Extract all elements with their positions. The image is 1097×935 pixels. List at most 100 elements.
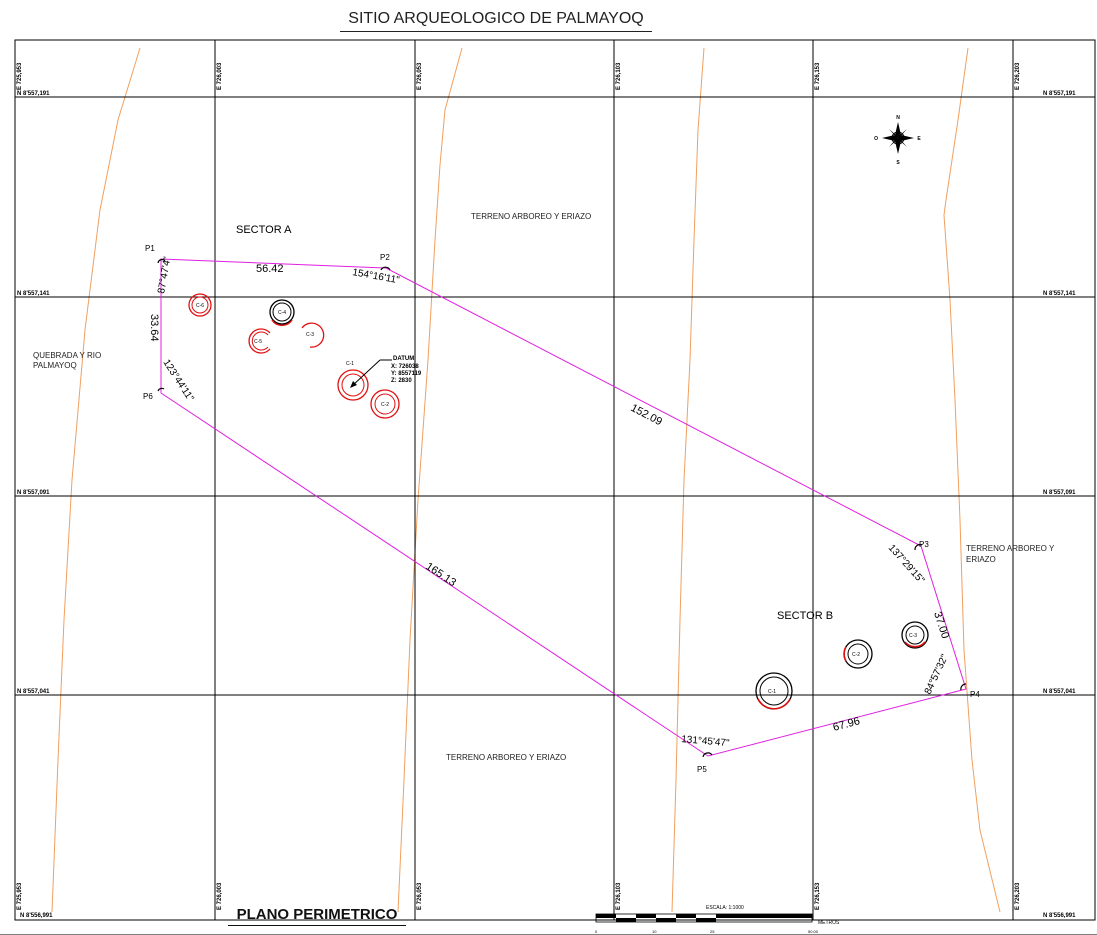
circle-marker-c3: C-3 (301, 322, 325, 348)
northing-label: N 8'557,041 (17, 689, 50, 695)
datum-leader (351, 359, 381, 387)
easting-label: E 725,953 (17, 882, 23, 910)
sector-a-circles: C-6 C-4 C-5 C-3 C-1 C-2 (188, 293, 400, 419)
sector-labels: SECTOR A SECTOR B (236, 224, 833, 622)
datum-z: Z: 2830 (391, 378, 412, 384)
map-frame (14, 39, 1096, 921)
circle-label: C-3 (306, 332, 314, 338)
easting-label: E 726,103 (616, 62, 622, 90)
contour-line (397, 47, 463, 913)
terreno-right-label-line1: TERRENO ARBOREO Y (966, 544, 1055, 553)
vertex-label-p2: P2 (380, 253, 390, 262)
easting-label: E 726,053 (417, 882, 423, 910)
vertex-marker (380, 266, 391, 271)
easting-labels-top: E 725,953 E 726,003 E 726,053 E 726,103 … (17, 62, 1021, 90)
terreno-top-label: TERRENO ARBOREO Y ERIAZO (471, 212, 591, 221)
circle-label: C-3 (909, 633, 917, 639)
vertex-label-p3: P3 (919, 540, 929, 549)
contour-line (943, 47, 1001, 913)
circle-marker-b-c3: C-3 (901, 621, 929, 649)
angle-p6: 123°44'11" (160, 358, 195, 404)
angle-p2: 154°16'11" (351, 267, 400, 286)
vertex-marker (702, 752, 713, 758)
circle-label: C-1 (346, 361, 354, 367)
easting-labels-bottom: E 725,953 E 726,003 E 726,053 E 726,103 … (17, 882, 1021, 910)
compass-n: N (896, 115, 900, 121)
quebrada-label-line2: PALMAYOQ (33, 361, 77, 370)
compass-o: O (874, 136, 878, 142)
northing-label: N 8'557,191 (17, 91, 50, 97)
vertex-label-p5: P5 (697, 765, 707, 774)
northing-label: N 8'557,141 (17, 291, 50, 297)
distance-p2-p3: 152.09 (629, 402, 664, 428)
datum-marker: DATUM X: 726038 Y: 8557119 Z: 2830 (350, 356, 422, 388)
northing-label: N 8'557,191 (1043, 91, 1076, 97)
easting-label: E 726,003 (217, 62, 223, 90)
circle-label: C-5 (254, 339, 262, 345)
terreno-right-label-line2: ERIAZO (966, 555, 996, 564)
scale-tick: 0 (595, 929, 598, 934)
plano-title: PLANO PERIMETRICO (228, 906, 406, 926)
distance-p5-p6: 165.13 (423, 560, 458, 589)
contour-lines (51, 47, 1001, 913)
sector-b-label: SECTOR B (777, 610, 833, 622)
northing-label: N 8'557,091 (1043, 490, 1076, 496)
compass-rose-icon: N S E O (874, 115, 921, 166)
circle-label: C-2 (852, 652, 860, 658)
quebrada-label-line1: QUEBRADA Y RIO (33, 351, 101, 360)
northing-labels: N 8'557,191 N 8'557,191 N 8'557,141 N 8'… (17, 91, 1076, 919)
terreno-bottom-label: TERRENO ARBOREO Y ERIAZO (446, 753, 566, 762)
circle-label: C-2 (381, 402, 389, 408)
circle-marker-c2: C-2 (370, 389, 400, 419)
compass-e: E (917, 136, 921, 142)
scale-tick: 25 (710, 929, 715, 934)
vertex-label-p4: P4 (970, 690, 980, 699)
compass-s: S (896, 160, 900, 166)
scale-tick: 50.00 (808, 929, 819, 934)
datum-x: X: 726038 (391, 364, 419, 370)
northing-label: N 8'557,041 (1043, 689, 1076, 695)
easting-label: E 726,203 (1015, 62, 1021, 90)
circle-marker-c5: C-5 (248, 328, 271, 354)
datum-label: DATUM (393, 356, 414, 362)
area-labels: TERRENO ARBOREO Y ERIAZO TERRENO ARBOREO… (33, 212, 1055, 762)
vertex-marker (914, 543, 923, 551)
circle-marker-c4: C-4 (269, 299, 295, 327)
easting-label: E 726,153 (815, 882, 821, 910)
vertex-labels: P1 P2 P3 P4 P5 P6 (143, 244, 980, 774)
easting-label: E 725,953 (17, 62, 23, 90)
easting-label: E 726,053 (417, 62, 423, 90)
vertex-marker (157, 259, 166, 264)
coordinate-grid (15, 40, 1095, 920)
vertex-marker (157, 387, 165, 392)
circle-label: C-6 (196, 303, 204, 309)
easting-label: E 726,103 (616, 882, 622, 910)
vertex-marker (960, 683, 967, 691)
angle-p5: 131°45'47" (681, 734, 731, 749)
distance-p1-p2: 56.42 (256, 263, 284, 275)
scale-units: METROS (818, 920, 840, 926)
circle-marker-c6: C-6 (188, 293, 212, 317)
northing-label: N 8'556,991 (20, 913, 53, 919)
contour-line (671, 47, 705, 913)
easting-label: E 726,153 (815, 62, 821, 90)
vertex-angles: 87°47'4" 154°16'11" 137°29'15" 84°57'32"… (156, 255, 951, 749)
scale-label: ESCALA: 1:1000 (706, 905, 744, 911)
circle-marker-b-c1: C-1 (755, 672, 793, 710)
easting-label: E 726,203 (1015, 882, 1021, 910)
angle-p3: 137°29'15" (886, 543, 927, 587)
distance-p6-p1: 33.64 (148, 314, 160, 342)
datum-y: Y: 8557119 (391, 371, 422, 377)
northing-label: N 8'557,091 (17, 490, 50, 496)
distance-p4-p5: 67.96 (832, 715, 862, 734)
page-title: SITIO ARQUEOLOGICO DE PALMAYOQ (340, 10, 652, 32)
perimeter-polygon (160, 258, 967, 757)
circle-label: C-1 (768, 689, 776, 695)
vertex-label-p1: P1 (145, 244, 155, 253)
northing-label: N 8'556,991 (1043, 913, 1076, 919)
circle-marker-b-c2: C-2 (843, 639, 873, 669)
circle-label: C-4 (278, 310, 286, 316)
northing-label: N 8'557,141 (1043, 291, 1076, 297)
distance-p3-p4: 37.00 (931, 610, 951, 640)
